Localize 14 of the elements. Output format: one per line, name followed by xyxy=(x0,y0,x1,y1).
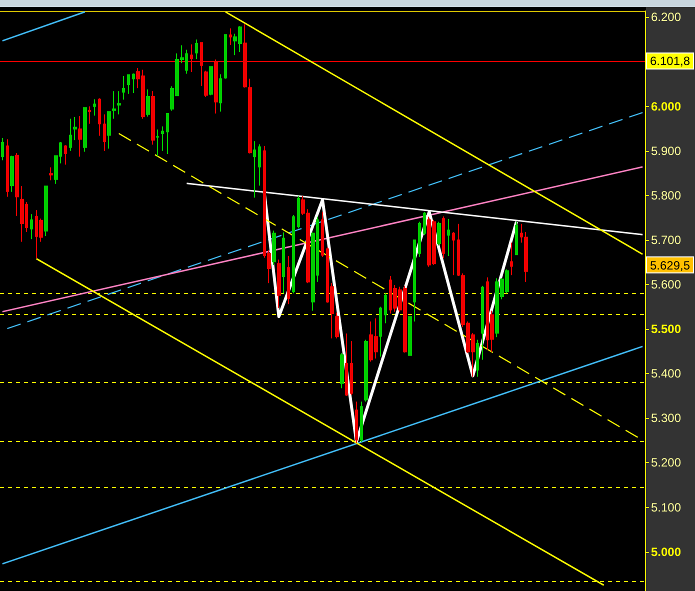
y-tick-label: 5.000 xyxy=(651,544,682,559)
text: 5.629,5 xyxy=(650,258,690,272)
ref-line-label: 6.101,8 xyxy=(650,54,690,68)
y-tick-label: 5.700 xyxy=(651,232,682,247)
y-tick-label: 6.200 xyxy=(651,10,682,24)
y-tick-label: 5.800 xyxy=(651,188,682,202)
y-tick-label: 6.000 xyxy=(651,99,682,114)
y-tick-label: 5.400 xyxy=(651,366,682,381)
y-tick-label: 5.200 xyxy=(651,456,682,470)
y-tick-label: 5.600 xyxy=(651,278,682,292)
y-tick-label: 5.300 xyxy=(651,411,682,426)
y-tick-label: 5.900 xyxy=(651,144,682,158)
y-tick-label: 5.100 xyxy=(651,500,682,514)
y-tick-label: 5.500 xyxy=(651,322,682,336)
